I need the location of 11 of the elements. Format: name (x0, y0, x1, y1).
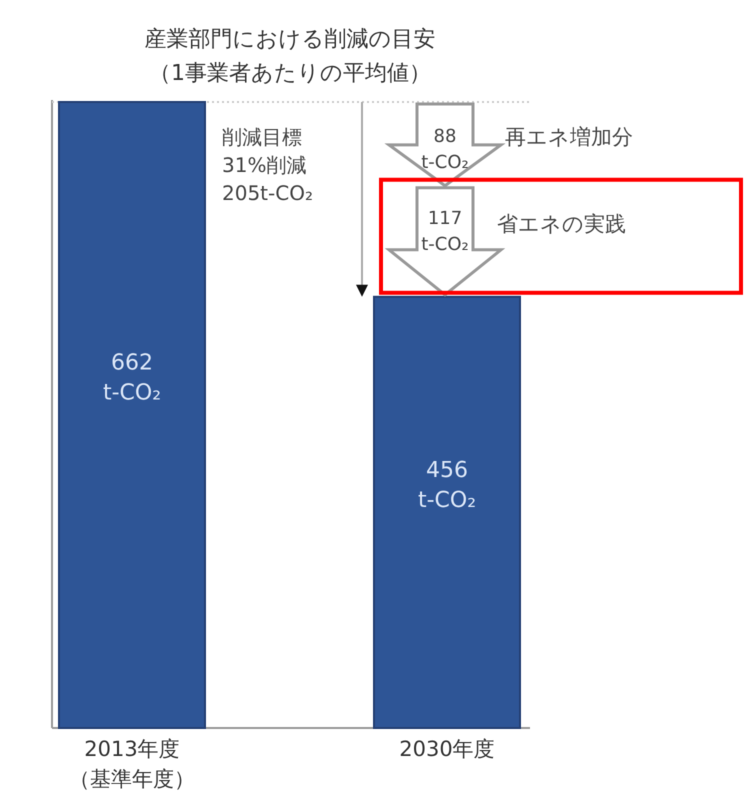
annotation: 117 t-CO₂ (421, 208, 469, 255)
x-tick-label: 2030年度 (399, 737, 495, 761)
subtitle: （1事業者あたりの平均値） (149, 61, 431, 86)
annotation: 再エネ増加分 (505, 125, 633, 149)
data-label: 456 t-CO₂ (418, 458, 476, 513)
x-tick-label: 2013年度（基準年度） (69, 737, 195, 791)
annotation: 省エネの実践 (497, 212, 626, 236)
annotation: 削減目標 31%削減 205t-CO₂ (222, 125, 313, 206)
annotation: 88 t-CO₂ (421, 126, 469, 173)
title: 産業部門における削減の目安 (144, 27, 436, 52)
data-label: 662 t-CO₂ (102, 350, 162, 406)
